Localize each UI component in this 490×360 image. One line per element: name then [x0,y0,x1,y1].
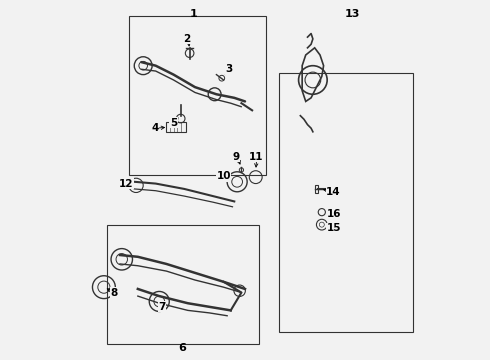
Text: 13: 13 [344,9,360,19]
Text: 10: 10 [216,171,231,181]
Text: 8: 8 [110,288,118,297]
Bar [107,225,259,344]
Text: 6: 6 [178,343,186,353]
Text: 1: 1 [190,9,198,19]
Text: 16: 16 [326,209,341,219]
Bar [167,122,186,132]
Text: 5: 5 [170,118,177,128]
Text: 15: 15 [326,223,341,233]
Text: 9: 9 [233,152,240,162]
Text: 4: 4 [151,123,159,133]
Text: 12: 12 [119,179,134,189]
Text: 2: 2 [184,34,191,44]
Bar [279,73,413,332]
Bar [315,185,318,193]
Text: 14: 14 [326,187,341,197]
Bar [129,16,267,175]
Text: 11: 11 [248,152,263,162]
Text: 3: 3 [225,64,233,74]
Text: 7: 7 [158,302,166,312]
